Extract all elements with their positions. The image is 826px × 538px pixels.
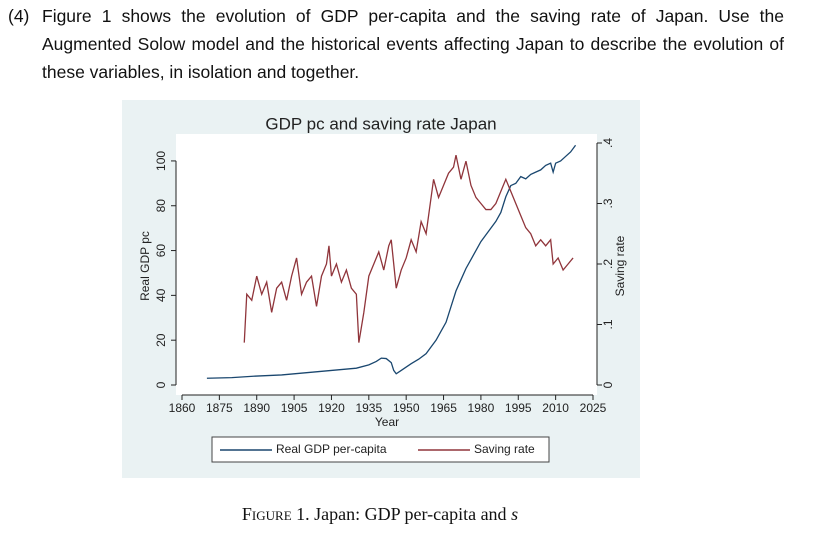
legend-label: Real GDP per-capita: [276, 442, 387, 456]
caption-label: Figure 1.: [241, 504, 310, 524]
x-tick-label: 2010: [542, 401, 569, 415]
y2-tick-label: .1: [601, 319, 615, 329]
y2-tick-label: .2: [601, 259, 615, 269]
caption-symbol: s: [511, 504, 519, 524]
y2-tick-label: .3: [601, 198, 615, 208]
x-tick-label: 1875: [206, 401, 233, 415]
chart-title: GDP pc and saving rate Japan: [265, 114, 496, 133]
y2-tick-label: .4: [601, 138, 615, 148]
x-tick-label: 1905: [281, 401, 308, 415]
x-tick-label: 1890: [243, 401, 270, 415]
y-tick-label: 20: [154, 333, 168, 347]
legend-label: Saving rate: [474, 442, 535, 456]
y-tick-label: 40: [154, 288, 168, 302]
x-tick-label: 1950: [393, 401, 420, 415]
question-text: Figure 1 shows the evolution of GDP per-…: [42, 6, 784, 82]
y-axis-title: Real GDP pc: [138, 231, 152, 301]
y2-tick-label: 0: [601, 381, 615, 388]
x-tick-label: 1980: [468, 401, 495, 415]
series-line: [206, 144, 577, 379]
y-tick-label: 100: [154, 151, 168, 171]
y-tick-label: 80: [154, 199, 168, 213]
x-axis-title: Year: [375, 415, 399, 429]
x-tick-label: 1920: [318, 401, 345, 415]
question-number: (4): [8, 6, 30, 26]
y2-axis-title: Saving rate: [613, 235, 627, 296]
x-tick-label: 2025: [580, 401, 607, 415]
x-tick-label: 1995: [505, 401, 532, 415]
x-tick-label: 1965: [430, 401, 457, 415]
y-tick-label: 0: [154, 381, 168, 388]
series-line: [243, 154, 574, 343]
y-tick-label: 60: [154, 244, 168, 258]
caption-text: Japan: GDP per-capita and: [314, 504, 507, 524]
x-tick-label: 1935: [355, 401, 382, 415]
caption: Figure 1. Japan: GDP per-capita and s: [0, 504, 760, 525]
x-tick-label: 1860: [169, 401, 196, 415]
question: (4) Figure 1 shows the evolution of GDP …: [8, 2, 784, 86]
